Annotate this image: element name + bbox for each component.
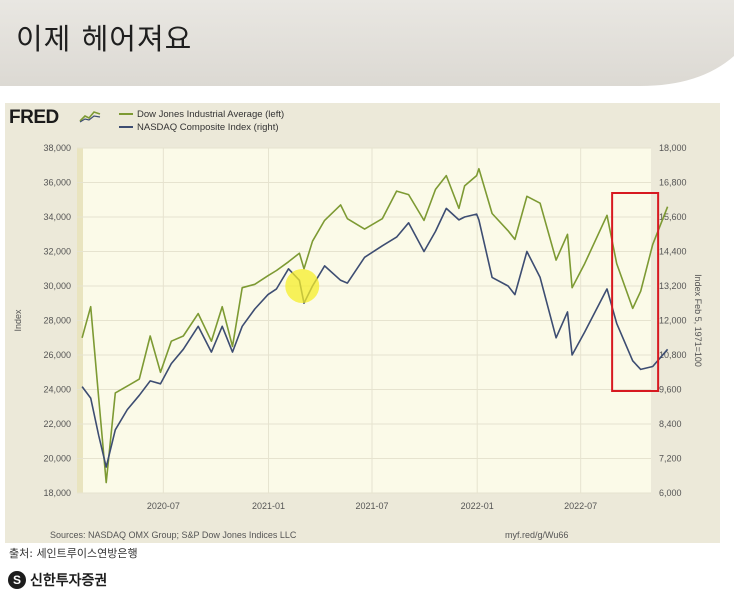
dow-line <box>81 167 669 484</box>
legend-label-dow: Dow Jones Industrial Average (left) <box>137 109 285 120</box>
y-left-tick-label: 38,000 <box>43 143 71 153</box>
y-right-tick-label: 12,000 <box>659 316 687 326</box>
chart-url[interactable]: myf.red/g/Wu66 <box>505 530 569 540</box>
x-tick-label: 2022-07 <box>564 501 597 511</box>
y-right-axis-title: Index Feb 5, 1971=100 <box>693 274 703 367</box>
y-left-tick-label: 28,000 <box>43 316 71 326</box>
legend-label-nasdaq: NASDAQ Composite Index (right) <box>137 122 279 133</box>
x-tick-label: 2020-07 <box>147 501 180 511</box>
fred-logo: FRED <box>9 107 59 128</box>
brand-name: 신한투자증권 <box>30 573 108 589</box>
x-tick-label: 2021-07 <box>355 501 388 511</box>
x-tick-label: 2021-01 <box>252 501 285 511</box>
y-right-tick-label: 10,800 <box>659 350 687 360</box>
caption-source: 출처: 세인트루이스연방은행 <box>9 547 138 560</box>
chart-sources: Sources: NASDAQ OMX Group; S&P Dow Jones… <box>50 530 297 540</box>
slide-title: 이제 헤어져요 <box>16 22 193 56</box>
y-left-tick-label: 22,000 <box>43 419 71 429</box>
brand: S 신한투자증권 <box>8 569 107 591</box>
line-chart: 18,000 20,000 22,000 24,000 26,000 28,000 30,0… <box>13 143 703 511</box>
legend-swatch-dow <box>119 113 133 116</box>
y-left-tick-label: 26,000 <box>43 350 71 360</box>
y-left-tick-label: 36,000 <box>43 178 71 188</box>
legend-swatch-nasdaq <box>119 126 133 129</box>
highlight-box <box>611 192 660 392</box>
slide-header <box>0 0 734 86</box>
y-right-tick-label: 15,600 <box>659 212 687 222</box>
y-right-tick-label: 8,400 <box>659 419 682 429</box>
fred-chart-panel: FRED Dow Jones Industrial Average (left)… <box>5 103 720 543</box>
nasdaq-line <box>81 207 669 468</box>
y-right-tick-label: 18,000 <box>659 143 687 153</box>
y-left-tick-label: 20,000 <box>43 454 71 464</box>
y-left-tick-label: 24,000 <box>43 385 71 395</box>
y-left-tick-label: 18,000 <box>43 488 71 498</box>
y-left-tick-label: 32,000 <box>43 247 71 257</box>
highlight-circle <box>285 269 320 303</box>
y-left-tick-label: 30,000 <box>43 281 71 291</box>
y-left-tick-label: 34,000 <box>43 212 71 222</box>
fred-sparkline-icon <box>79 111 101 123</box>
y-left-axis-title: Index <box>13 309 23 332</box>
brand-logo-icon: S <box>8 571 26 589</box>
slide-header-curve <box>0 56 734 106</box>
y-right-tick-label: 9,600 <box>659 385 682 395</box>
y-right-tick-label: 13,200 <box>659 281 687 291</box>
y-right-tick-label: 14,400 <box>659 247 687 257</box>
legend-item-dow: Dow Jones Industrial Average (left) <box>119 109 284 120</box>
y-right-tick-label: 7,200 <box>659 454 682 464</box>
y-right-tick-label: 6,000 <box>659 488 682 498</box>
y-right-tick-label: 16,800 <box>659 178 687 188</box>
x-tick-label: 2022-01 <box>461 501 494 511</box>
legend-item-nasdaq: NASDAQ Composite Index (right) <box>119 122 279 133</box>
